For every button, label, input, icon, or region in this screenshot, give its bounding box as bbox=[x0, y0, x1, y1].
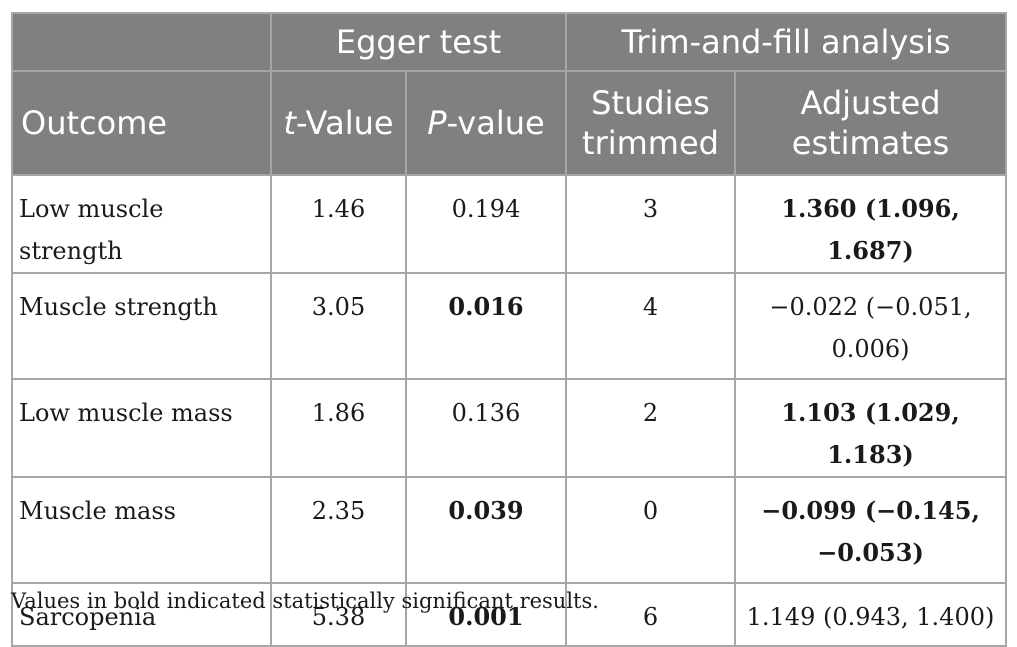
table-row: Low muscle mass 1.86 0.136 2 1.103 (1.02… bbox=[11, 378, 1007, 478]
table-row: Muscle strength 3.05 0.016 4 −0.022 (−0.… bbox=[11, 272, 1007, 380]
cell-outcome: Low muscle strength bbox=[11, 174, 272, 274]
egger-trim-fill-table: Egger test Trim-and-fill analysis Outcom… bbox=[11, 12, 1007, 647]
header-p-italic: P bbox=[427, 104, 447, 142]
cell-outcome: Muscle strength bbox=[11, 272, 272, 380]
header-outcome: Outcome bbox=[11, 70, 272, 176]
header-group-row: Egger test Trim-and-fill analysis bbox=[11, 12, 1007, 72]
cell-t-value: 1.46 bbox=[270, 174, 407, 274]
results-table-container: Egger test Trim-and-fill analysis Outcom… bbox=[11, 12, 1007, 647]
cell-t-value: 3.05 bbox=[270, 272, 407, 380]
cell-adjusted-estimate: 1.149 (0.943, 1.400) bbox=[734, 582, 1007, 647]
table-row: Muscle mass 2.35 0.039 0 −0.099 (−0.145,… bbox=[11, 476, 1007, 584]
cell-adjusted-estimate: 1.360 (1.096, 1.687) bbox=[734, 174, 1007, 274]
header-blank-cell bbox=[11, 12, 272, 72]
header-t-value: t-Value bbox=[270, 70, 407, 176]
header-trim-and-fill: Trim-and-fill analysis bbox=[565, 12, 1007, 72]
cell-adjusted-estimate: −0.022 (−0.051, 0.006) bbox=[734, 272, 1007, 380]
cell-studies-trimmed: 4 bbox=[565, 272, 736, 380]
header-p-value: P-value bbox=[405, 70, 567, 176]
header-egger-test: Egger test bbox=[270, 12, 567, 72]
cell-adjusted-estimate: −0.099 (−0.145, −0.053) bbox=[734, 476, 1007, 584]
cell-adjusted-estimate: 1.103 (1.029, 1.183) bbox=[734, 378, 1007, 478]
cell-studies-trimmed: 0 bbox=[565, 476, 736, 584]
table-header: Egger test Trim-and-fill analysis Outcom… bbox=[11, 12, 1007, 176]
header-adjusted-estimates: Adjusted estimates bbox=[734, 70, 1007, 176]
cell-studies-trimmed: 3 bbox=[565, 174, 736, 274]
cell-studies-trimmed: 2 bbox=[565, 378, 736, 478]
header-studies-trimmed: Studies trimmed bbox=[565, 70, 736, 176]
table-footnote: Values in bold indicated statistically s… bbox=[11, 589, 599, 613]
cell-p-value: 0.136 bbox=[405, 378, 567, 478]
cell-p-value: 0.016 bbox=[405, 272, 567, 380]
cell-t-value: 2.35 bbox=[270, 476, 407, 584]
header-p-rest: -value bbox=[446, 104, 545, 142]
table-row: Low muscle strength 1.46 0.194 3 1.360 (… bbox=[11, 174, 1007, 274]
cell-outcome: Muscle mass bbox=[11, 476, 272, 584]
cell-p-value: 0.194 bbox=[405, 174, 567, 274]
cell-p-value: 0.039 bbox=[405, 476, 567, 584]
cell-outcome: Low muscle mass bbox=[11, 378, 272, 478]
header-column-row: Outcome t-Value P-value Studies trimmed … bbox=[11, 70, 1007, 176]
table-body: Low muscle strength 1.46 0.194 3 1.360 (… bbox=[11, 174, 1007, 647]
header-t-rest: -Value bbox=[296, 104, 394, 142]
header-t-italic: t bbox=[283, 104, 296, 142]
cell-t-value: 1.86 bbox=[270, 378, 407, 478]
